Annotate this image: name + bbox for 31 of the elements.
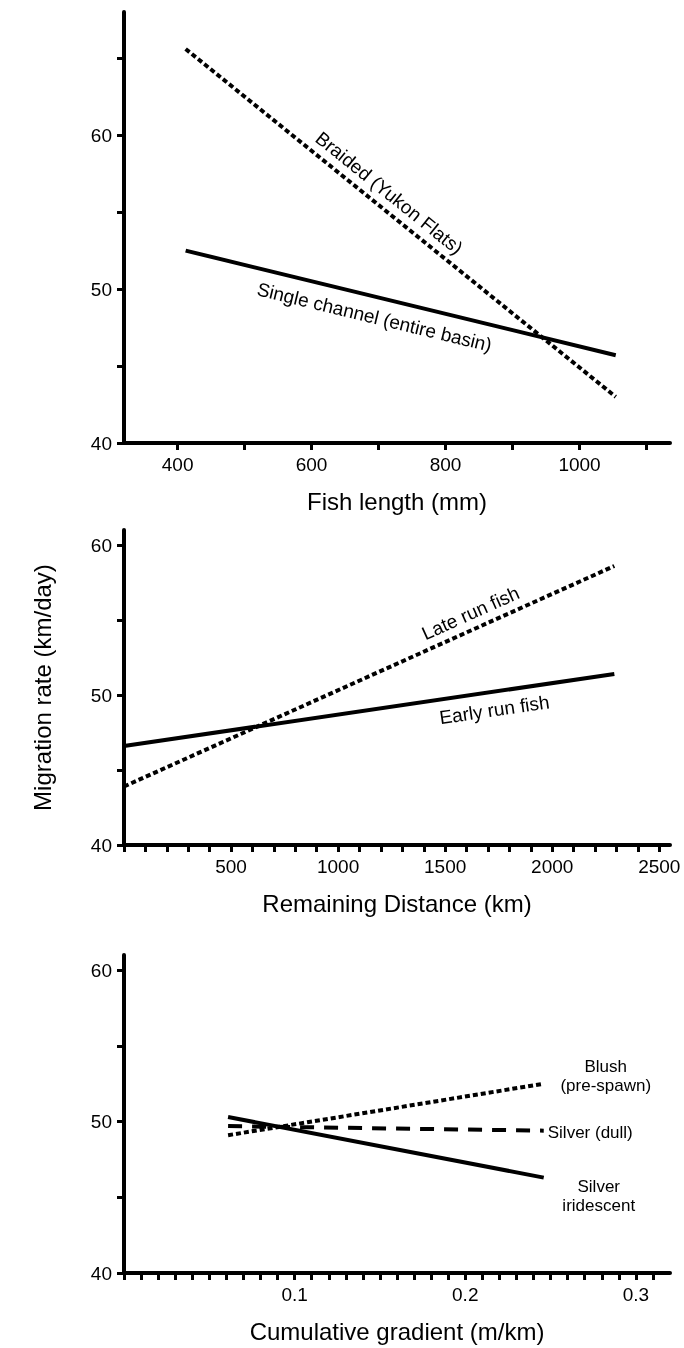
text: Single channel (entire basin) <box>254 278 494 356</box>
x-tick-label: 1000 <box>558 454 601 475</box>
x-axis-title: Remaining Distance (km) <box>262 889 532 917</box>
series-label: Blush (pre-spawn) <box>560 1056 652 1095</box>
x-tick-label: 1500 <box>424 856 467 877</box>
y-tick-label: 60 <box>90 959 112 981</box>
x-tick-label: 1000 <box>316 856 360 877</box>
y-tick-label: 50 <box>90 684 112 706</box>
x-tick-label: 500 <box>215 856 247 877</box>
x-tick-label: 2000 <box>531 856 574 877</box>
y-axis-title: Migration rate (km/day) <box>28 564 56 811</box>
series-label: Silver iridescent <box>562 1176 636 1215</box>
y-tick-label: 40 <box>90 1262 112 1284</box>
x-tick-label: 600 <box>295 454 328 475</box>
x-tick-label: 0.2 <box>452 1284 479 1305</box>
y-tick-label: 60 <box>90 534 112 556</box>
y-tick-label: 40 <box>90 432 112 454</box>
series-label: Silver (dull) <box>547 1123 633 1143</box>
y-tick-label: 60 <box>90 124 112 146</box>
text: Early run fish <box>438 691 551 729</box>
text: Late run fish <box>418 582 523 645</box>
y-tick-label: 50 <box>90 278 112 300</box>
x-tick-label: 0.3 <box>622 1284 650 1305</box>
x-tick-label: 2500 <box>638 856 681 877</box>
x-tick-label: 400 <box>161 454 194 475</box>
x-axis-title: Cumulative gradient (m/km) <box>249 1317 545 1345</box>
x-tick-label: 800 <box>429 454 462 475</box>
y-tick-label: 50 <box>90 1111 112 1133</box>
x-tick-label: 0.1 <box>281 1284 308 1305</box>
y-tick-label: 40 <box>90 834 112 856</box>
x-axis-title: Fish length (mm) <box>306 487 488 515</box>
